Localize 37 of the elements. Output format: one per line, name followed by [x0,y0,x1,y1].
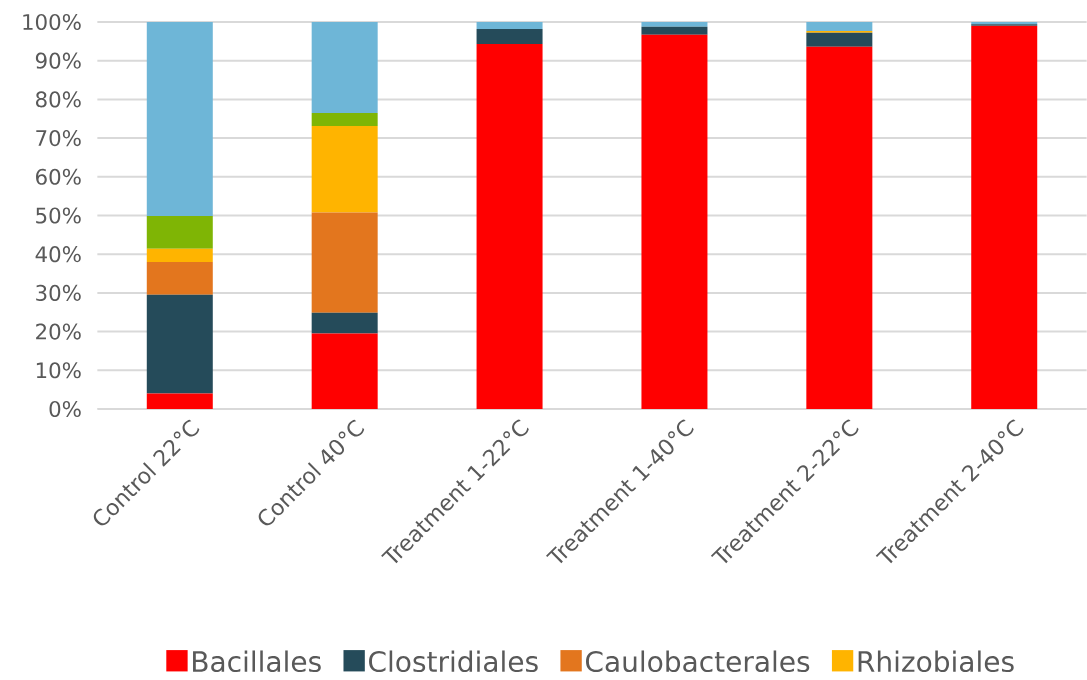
bar [311,333,378,409]
y-tick-label: 90% [35,52,81,69]
bar [806,32,873,47]
legend-label: Bacillales [193,650,321,673]
y-tick-label: 50% [36,207,81,224]
bar [476,21,543,29]
bar [311,112,378,127]
bar [311,212,378,313]
y-tick-label: 80% [35,91,81,108]
bar [641,26,708,35]
y-tick-label: 20% [36,323,81,340]
legend-label: Clostridiales [369,650,538,673]
bar [641,21,708,27]
bar [146,248,213,262]
legend-label: Caulobacterales [586,650,810,673]
y-tick-label: 10% [36,362,81,379]
y-tick-label: 60% [36,168,81,185]
y-tick-label: 40% [35,246,81,263]
bar [476,44,543,409]
bar [806,46,873,409]
bar [311,126,378,213]
bar [806,21,873,31]
bar [146,393,213,409]
y-tick-label: 0% [49,400,81,418]
bar [311,312,378,334]
bar [641,34,708,409]
bar [146,261,213,295]
y-tick-label: 100% [23,13,81,31]
legend-label: Rhizobiales [858,650,1014,673]
y-tick-label: 70% [36,130,81,147]
y-tick-label: 30% [36,284,81,301]
bar [146,294,213,394]
bar [311,21,378,113]
bar [476,28,543,45]
bar [146,21,213,216]
bar [971,25,1038,409]
bar [146,215,213,249]
